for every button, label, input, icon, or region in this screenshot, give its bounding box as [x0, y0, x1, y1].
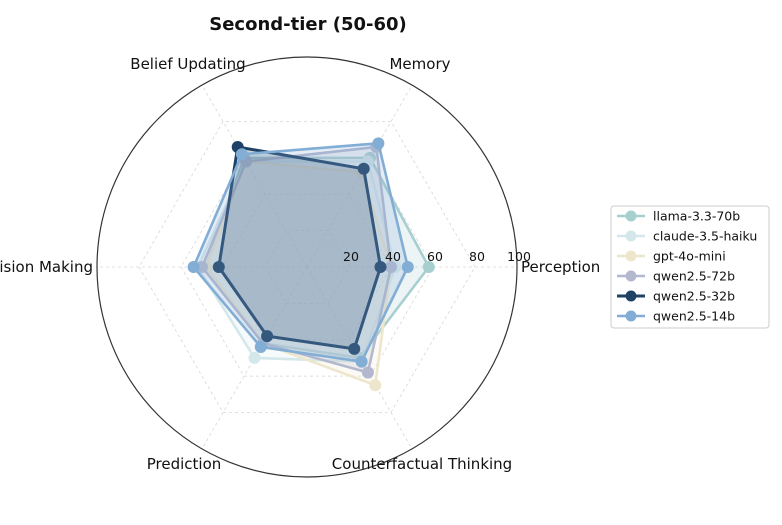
grid-ring — [138, 121, 476, 413]
series-area — [218, 146, 381, 349]
axis-label: Prediction — [147, 455, 222, 473]
series-area — [193, 143, 408, 362]
legend-swatch-marker — [625, 270, 637, 282]
legend-swatch-marker — [625, 210, 637, 222]
legend-item: llama-3.3-70b — [617, 209, 740, 224]
data-point — [254, 341, 267, 354]
data-point — [369, 379, 382, 392]
axis-label: Belief Updating — [130, 55, 245, 73]
legend: llama-3.3-70b claude-3.5-haiku gpt-4o-mini… — [610, 205, 770, 329]
tick-label: 80 — [469, 249, 485, 264]
data-point — [248, 351, 261, 364]
data-point — [374, 261, 387, 273]
axis-label: Perception — [521, 258, 600, 276]
legend-swatch-marker — [625, 230, 637, 242]
outer-circle — [96, 56, 518, 478]
data-point — [422, 261, 435, 273]
series-layer — [187, 137, 435, 392]
legend-label: qwen2.5-32b — [653, 289, 735, 304]
axis-label: Decision Making — [0, 258, 93, 276]
legend-item: qwen2.5-72b — [617, 269, 735, 284]
chart-title: Second-tier (50-60) — [209, 14, 407, 35]
legend-label: qwen2.5-72b — [653, 269, 735, 284]
data-point — [196, 261, 208, 273]
grid-ring — [264, 230, 350, 304]
data-point — [187, 261, 200, 273]
legend-swatch-marker — [625, 290, 637, 302]
spoke-line — [201, 84, 308, 268]
axis-label: Counterfactual Thinking — [332, 455, 512, 473]
tick-label: 20 — [343, 249, 359, 264]
data-point — [355, 355, 368, 368]
data-point — [385, 261, 397, 273]
series-qwen2.5-32b — [212, 140, 387, 355]
legend-swatch-marker — [625, 310, 637, 322]
series-area — [197, 161, 396, 362]
legend-label: gpt-4o-mini — [653, 249, 726, 264]
data-point — [212, 261, 225, 273]
legend-label: llama-3.3-70b — [653, 209, 740, 224]
legend-item: qwen2.5-32b — [617, 289, 735, 304]
legend-item: claude-3.5-haiku — [617, 229, 757, 244]
tick-label: 40 — [385, 249, 401, 264]
data-point — [235, 148, 248, 161]
data-point — [372, 137, 385, 150]
axis-labels: Perception Memory Belief Updating Decision … — [0, 55, 600, 473]
data-point — [401, 261, 414, 273]
series-area — [206, 161, 391, 386]
legend-label: qwen2.5-14b — [653, 309, 735, 324]
legend-swatch-marker — [625, 250, 637, 262]
tick-label: 100 — [507, 249, 531, 264]
legend-label: claude-3.5-haiku — [653, 229, 757, 244]
series-qwen2.5-72b — [196, 140, 397, 379]
series-area — [202, 146, 391, 373]
series-qwen2.5-14b — [187, 137, 414, 368]
data-point — [357, 162, 370, 175]
data-point — [361, 366, 374, 379]
tick-label: 60 — [427, 249, 443, 264]
legend-item: qwen2.5-14b — [617, 309, 735, 324]
data-point — [348, 342, 361, 355]
axis-label: Memory — [389, 55, 450, 73]
legend-item: gpt-4o-mini — [617, 249, 726, 264]
data-point — [261, 330, 274, 343]
legend-box — [610, 205, 770, 329]
